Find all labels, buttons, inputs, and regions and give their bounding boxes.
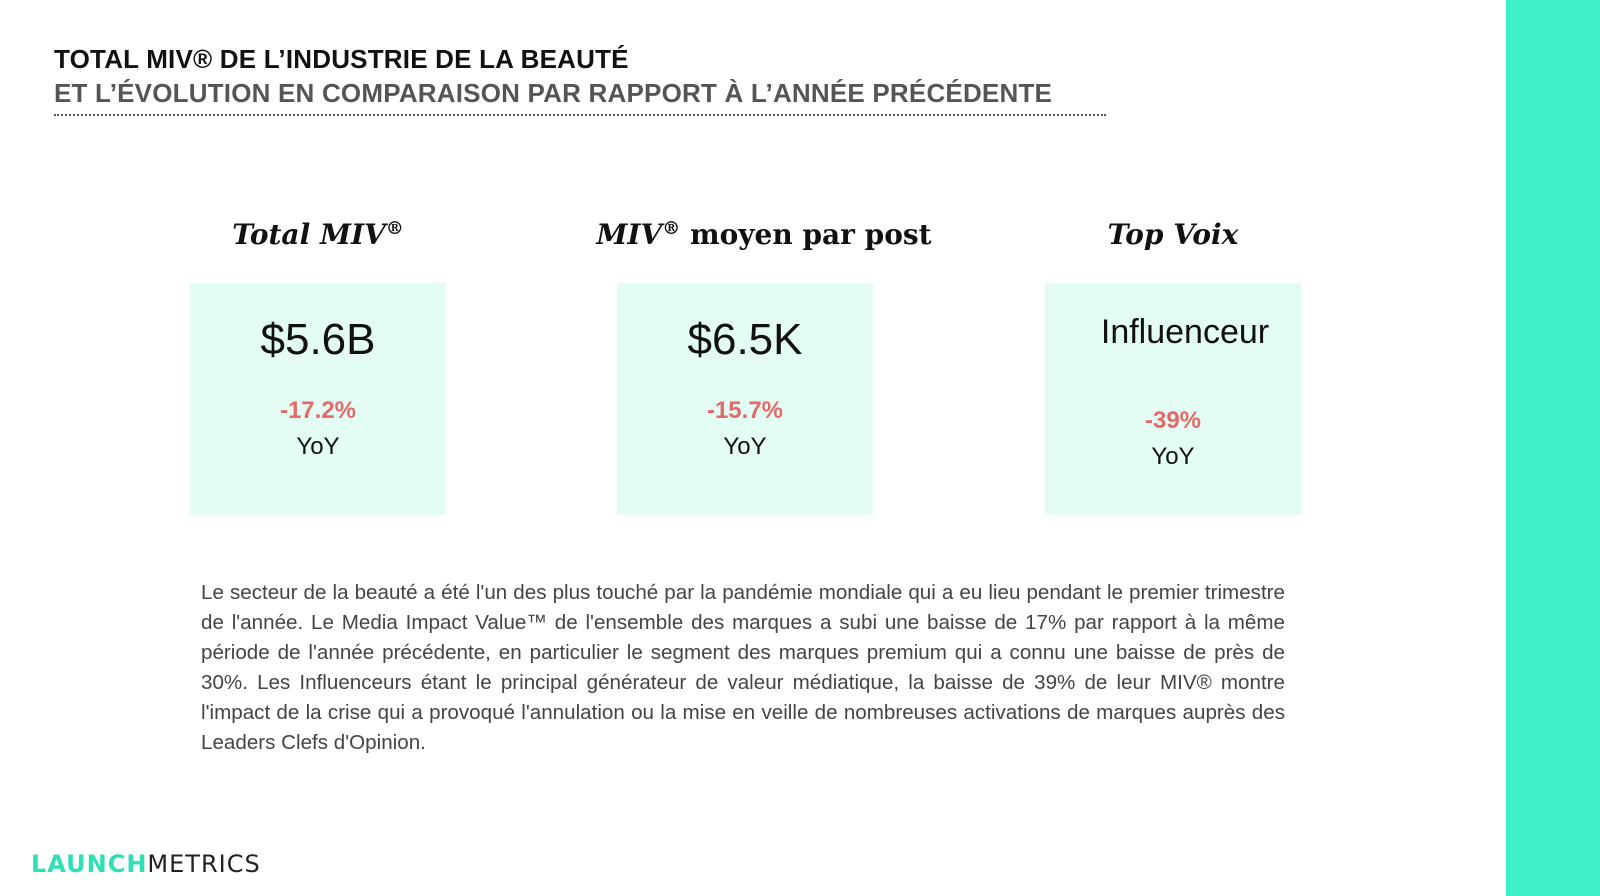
registered-mark: ®: [662, 218, 681, 239]
kpi-change: -17.2%: [279, 397, 357, 424]
kpi-heading-top-voix: Top Voix: [1045, 218, 1301, 251]
summary-paragraph: Le secteur de la beauté a été l'un des p…: [201, 581, 1285, 754]
kpi-period: YoY: [1151, 443, 1195, 470]
kpi-period: YoY: [723, 433, 767, 460]
kpi-value: $6.5K: [687, 315, 803, 364]
kpi-change: -15.7%: [706, 397, 784, 424]
slide-title: TOTAL MIV® DE L’INDUSTRIE DE LA BEAUTÉ: [54, 44, 629, 74]
kpi-card-total-miv: $5.6B -17.2% YoY: [190, 283, 446, 515]
kpi-heading-total-miv: Total MIV®: [190, 218, 446, 251]
kpi-period: YoY: [296, 433, 340, 460]
registered-mark: ®: [385, 218, 404, 239]
launchmetrics-logo: LAUNCHMETRICS: [31, 850, 261, 878]
slide-header: TOTAL MIV® DE L’INDUSTRIE DE LA BEAUTÉ E…: [54, 42, 1106, 116]
kpi-heading-text: Total MIV: [232, 218, 386, 251]
slide-subtitle: ET L’ÉVOLUTION EN COMPARAISON PAR RAPPOR…: [54, 78, 1053, 108]
kpi-heading-text: Top Voix: [1107, 218, 1239, 251]
kpi-card-top-voix: Influenceur -39% YoY: [1045, 283, 1301, 515]
kpi-card-miv-per-post: $6.5K -15.7% YoY: [617, 283, 873, 515]
kpi-change: -39%: [1144, 407, 1202, 434]
kpi-heading-miv-per-post: MIV® moyen par post: [583, 218, 945, 251]
logo-part-2: METRICS: [147, 850, 261, 878]
kpi-heading-prefix: MIV: [596, 218, 663, 251]
kpi-value: $5.6B: [260, 315, 376, 364]
title-divider: [54, 114, 1106, 116]
kpi-heading-suffix: moyen par post: [680, 218, 932, 251]
logo-part-1: LAUNCH: [31, 850, 148, 878]
accent-side-bar: [1506, 0, 1600, 896]
kpi-value: Influenceur: [1100, 313, 1270, 351]
